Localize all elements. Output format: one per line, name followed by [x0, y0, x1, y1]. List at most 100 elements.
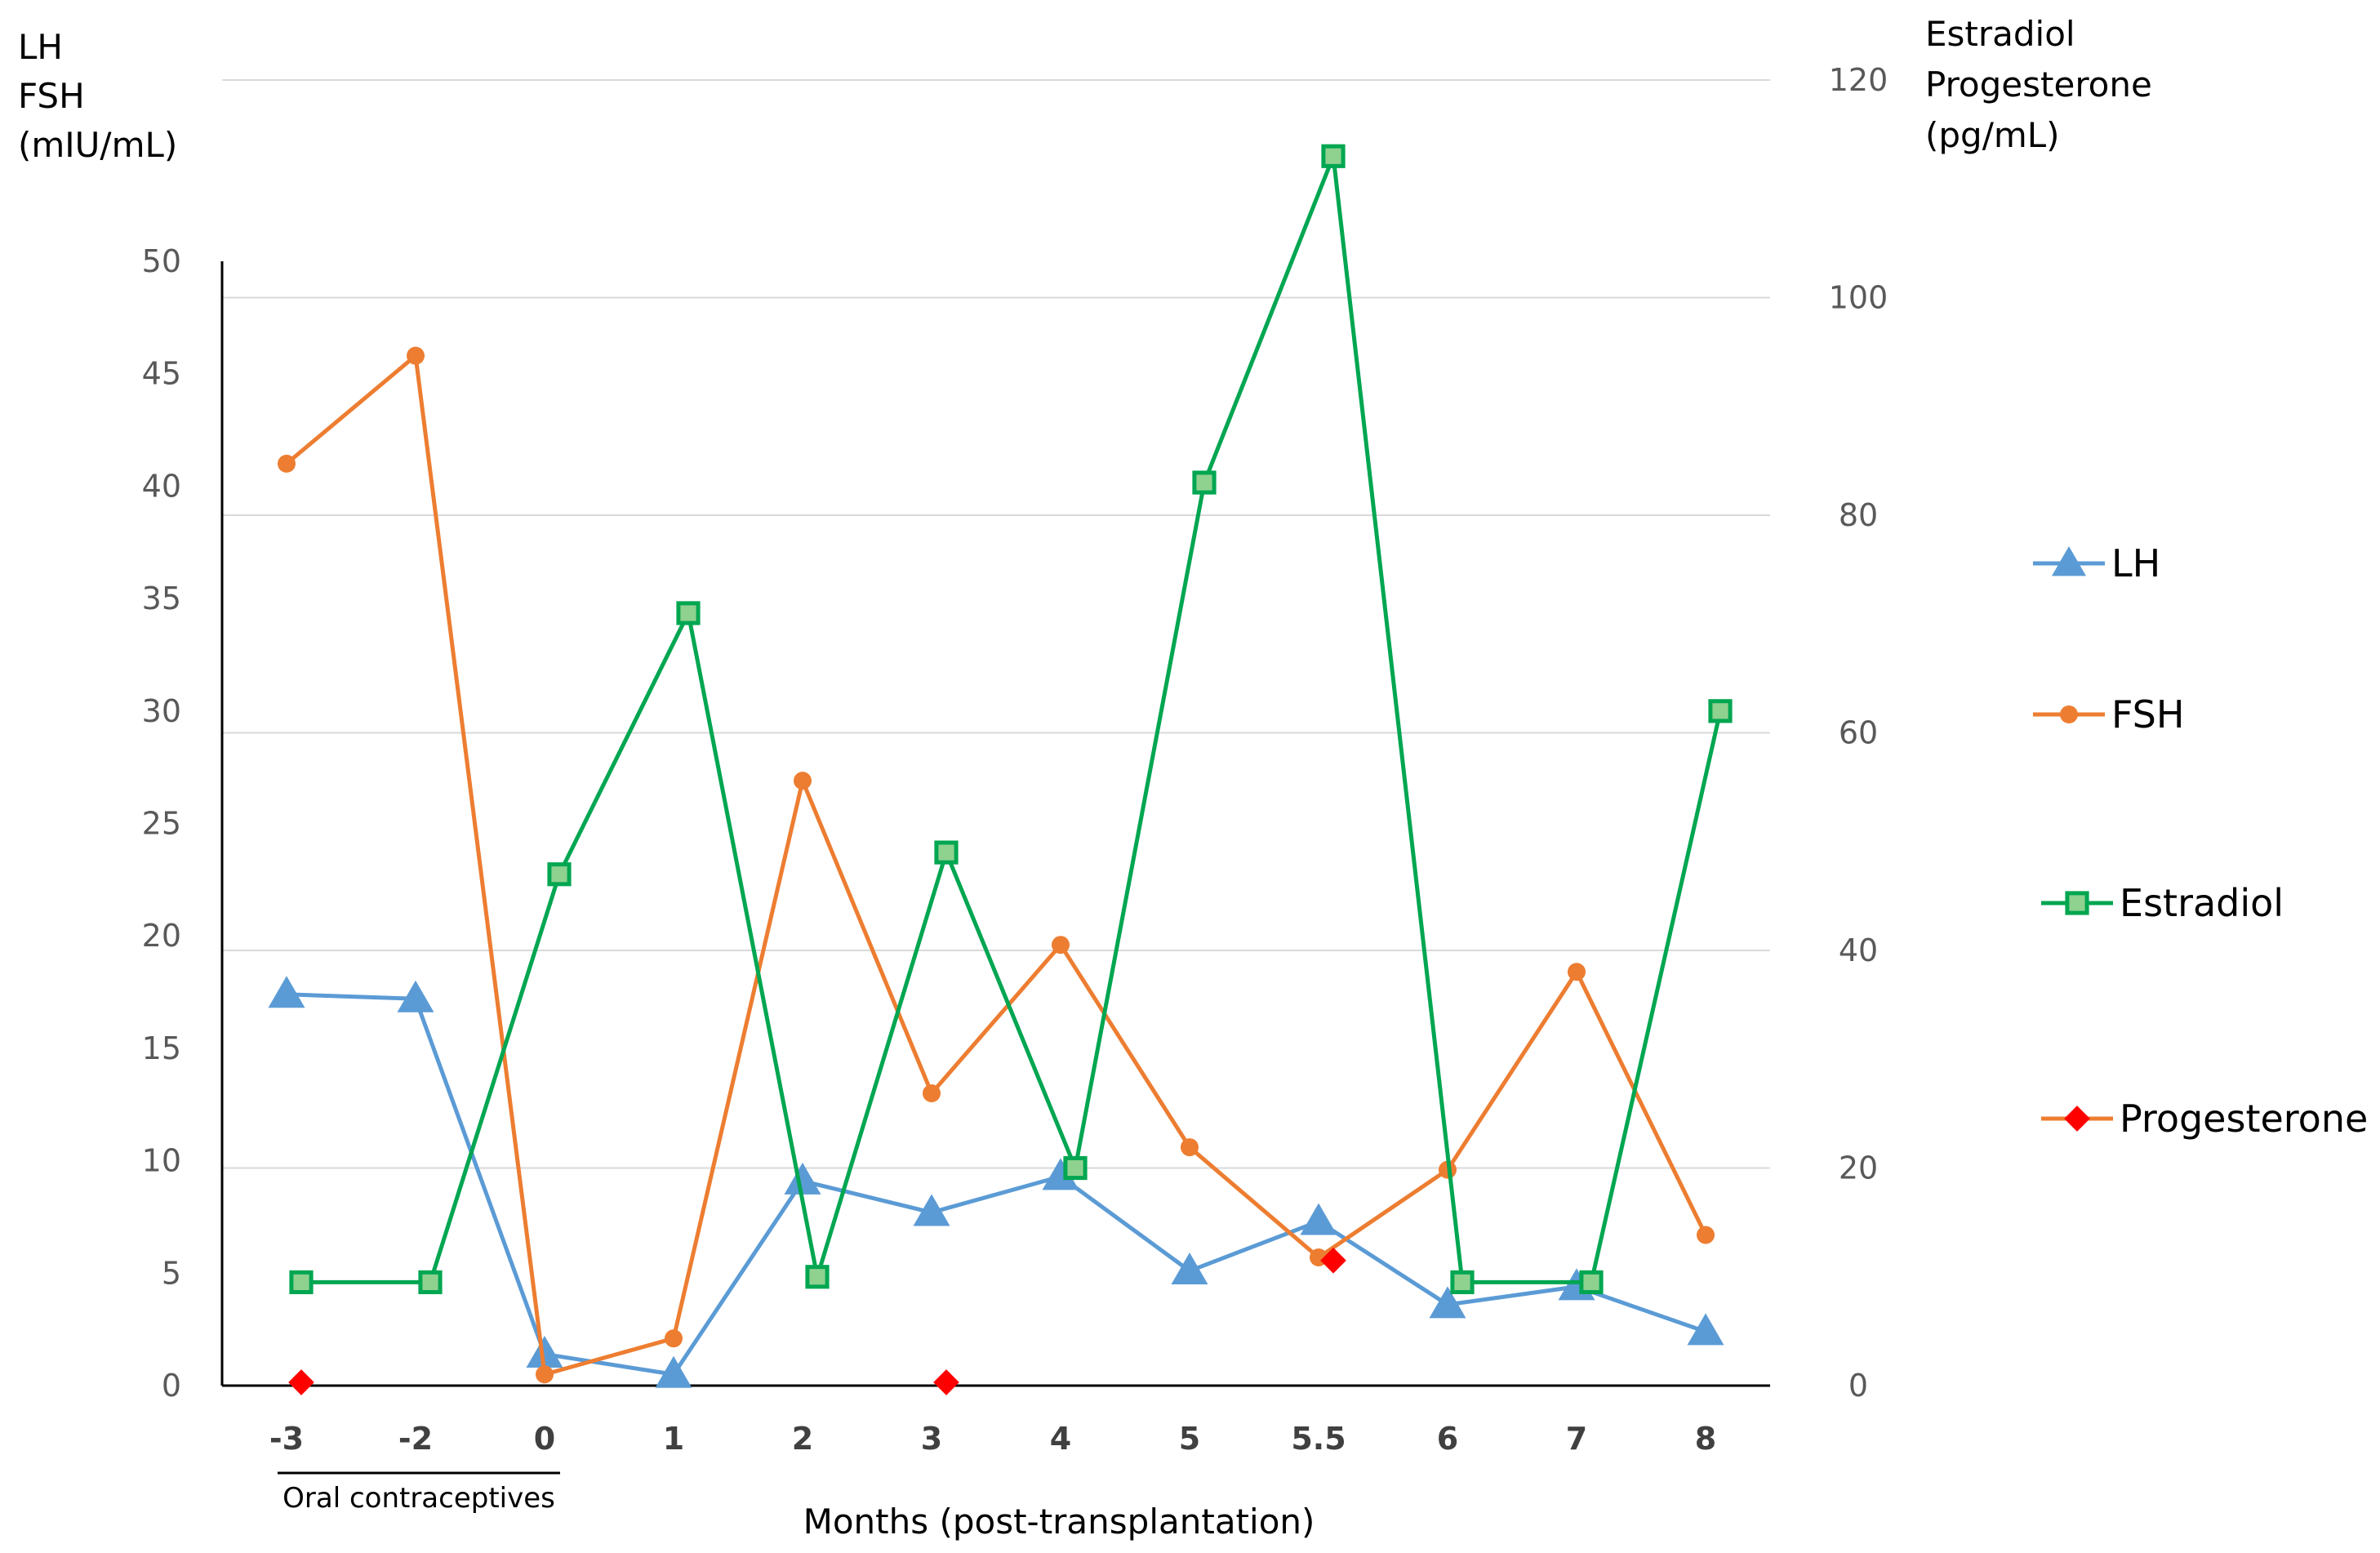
left-tick-label: 10 — [142, 1143, 181, 1179]
right-tick-label: 100 — [1829, 280, 1888, 316]
legend-label: LH — [2111, 541, 2160, 585]
x-tick-label: 3 — [921, 1421, 942, 1457]
legend-marker — [2052, 546, 2086, 576]
point-lh — [1042, 1158, 1079, 1190]
annotation-oral-contraceptives: Oral contraceptives — [282, 1482, 555, 1515]
point-estradiol — [418, 1270, 443, 1295]
x-tick-label: 6 — [1437, 1421, 1458, 1457]
right-tick-label: 20 — [1839, 1150, 1878, 1186]
x-tick-label: 2 — [792, 1421, 813, 1457]
left-tick-label: 45 — [142, 356, 181, 392]
right-tick-label: 0 — [1848, 1368, 1868, 1404]
series-progesterone — [288, 1247, 1346, 1395]
point-estradiol — [1450, 1270, 1475, 1295]
point-estradiol — [1321, 144, 1346, 168]
x-axis-ticks: -3 -2 0 1 2 3 4 5 5.5 6 7 8 — [269, 1421, 1716, 1457]
point-fsh — [278, 454, 296, 473]
point-progesterone — [1320, 1247, 1346, 1274]
point-lh — [1429, 1286, 1466, 1319]
right-tick-label: 120 — [1829, 62, 1888, 98]
legend-item-fsh: FSH — [2033, 692, 2184, 736]
legend-marker — [2065, 891, 2089, 915]
legend-label: Progesterone — [2120, 1097, 2368, 1141]
point-lh — [1687, 1313, 1724, 1346]
point-estradiol — [934, 840, 959, 865]
legend-marker — [2060, 705, 2078, 723]
series-fsh — [278, 346, 1715, 1384]
x-tick-label: 8 — [1695, 1421, 1716, 1457]
series-lh — [268, 976, 1724, 1388]
left-axis-ticks: 0 5 10 15 20 25 30 35 40 45 50 — [142, 243, 181, 1404]
right-tick-label: 40 — [1839, 932, 1878, 968]
point-fsh — [923, 1084, 941, 1102]
right-axis-ticks: 0 20 40 60 80 100 120 — [1829, 62, 1888, 1404]
point-lh — [913, 1194, 950, 1226]
point-estradiol — [1192, 470, 1217, 495]
legend-label: FSH — [2111, 692, 2184, 736]
legend-item-lh: LH — [2033, 541, 2160, 585]
point-lh — [268, 976, 305, 1008]
left-axis-title-line-2: FSH — [18, 76, 85, 116]
point-estradiol — [676, 601, 701, 625]
series-layer — [268, 144, 1733, 1395]
right-axis-title-line-3: (pg/mL) — [1925, 115, 2060, 155]
point-fsh — [1052, 936, 1070, 954]
left-tick-label: 30 — [142, 693, 181, 729]
left-tick-label: 5 — [162, 1255, 181, 1291]
point-estradiol — [289, 1270, 314, 1295]
series-line-fsh — [285, 354, 1708, 1377]
point-fsh — [794, 772, 812, 790]
point-lh — [397, 980, 434, 1012]
point-progesterone — [933, 1369, 959, 1395]
legend-item-progesterone: Progesterone — [2041, 1097, 2368, 1141]
point-fsh — [536, 1365, 554, 1384]
point-fsh — [407, 346, 425, 365]
point-lh — [1171, 1253, 1208, 1285]
left-tick-label: 50 — [142, 243, 181, 279]
x-tick-label: 7 — [1566, 1421, 1587, 1457]
point-estradiol — [1063, 1155, 1088, 1181]
point-fsh — [1181, 1138, 1199, 1157]
legend-item-estradiol: Estradiol — [2041, 881, 2284, 925]
gridlines — [222, 79, 1770, 1169]
left-tick-label: 35 — [142, 581, 181, 616]
right-tick-label: 60 — [1839, 715, 1878, 751]
x-tick-label: 0 — [534, 1421, 555, 1457]
left-tick-label: 0 — [162, 1368, 181, 1404]
legend-label: Estradiol — [2120, 881, 2284, 925]
right-axis-title-line-1: Estradiol — [1925, 14, 2075, 54]
x-tick-label: 4 — [1050, 1421, 1071, 1457]
left-axis-title-line-1: LH — [18, 27, 63, 67]
left-tick-label: 25 — [142, 806, 181, 842]
right-axis-title-line-2: Progesterone — [1925, 65, 2152, 105]
x-axis-title: Months (post-transplantation) — [803, 1502, 1315, 1542]
point-estradiol — [805, 1265, 830, 1289]
x-tick-label: 5.5 — [1291, 1421, 1346, 1457]
x-tick-label: -3 — [269, 1421, 304, 1457]
left-axis-title-line-3: (mIU/mL) — [18, 125, 177, 165]
x-tick-label: 1 — [663, 1421, 684, 1457]
point-lh — [784, 1162, 821, 1195]
point-lh — [1300, 1203, 1337, 1235]
point-lh — [526, 1335, 563, 1368]
point-fsh — [665, 1329, 683, 1348]
legend: LH FSH Estradiol Progesterone — [2033, 541, 2368, 1141]
series-line-estradiol — [301, 154, 1723, 1284]
x-tick-label: -2 — [398, 1421, 433, 1457]
series-line-lh — [286, 992, 1706, 1377]
left-tick-label: 40 — [142, 468, 181, 504]
point-estradiol — [1579, 1270, 1604, 1295]
point-fsh — [1697, 1226, 1715, 1244]
point-fsh — [1568, 963, 1586, 981]
point-lh — [655, 1355, 692, 1388]
point-estradiol — [547, 862, 572, 887]
series-estradiol — [289, 144, 1733, 1295]
right-tick-label: 80 — [1839, 497, 1878, 533]
x-tick-label: 5 — [1179, 1421, 1200, 1457]
left-tick-label: 20 — [142, 918, 181, 954]
point-estradiol — [1708, 699, 1733, 723]
left-tick-label: 15 — [142, 1030, 181, 1066]
legend-marker — [2064, 1106, 2090, 1132]
point-progesterone — [288, 1369, 314, 1395]
